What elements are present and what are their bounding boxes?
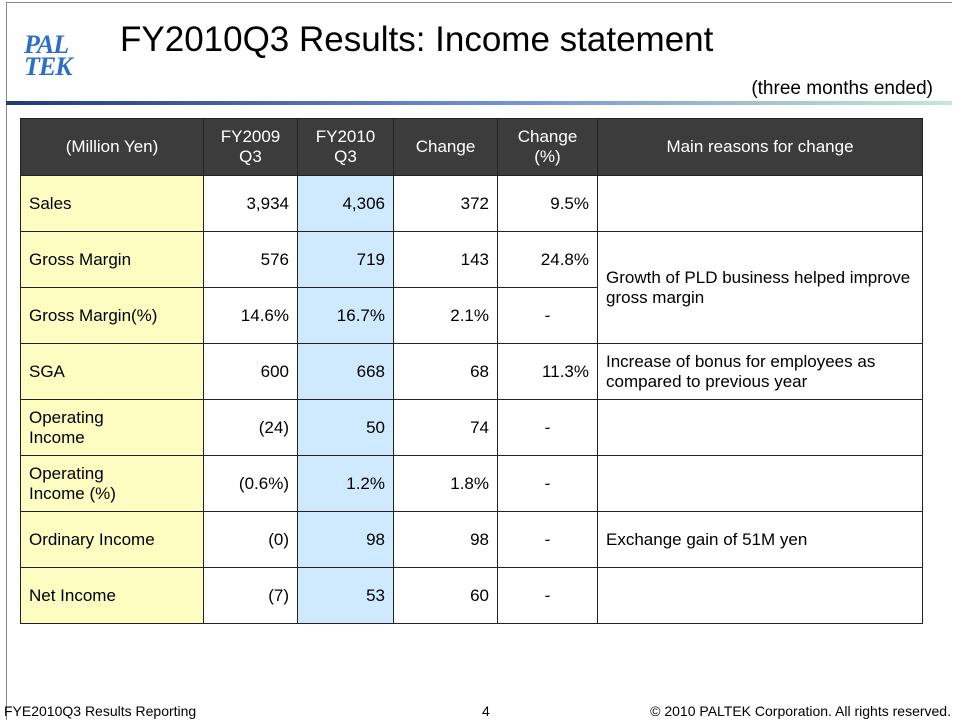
table-row: Operating Income (%) (0.6%) 1.2% 1.8% - (20, 455, 923, 512)
reason (597, 567, 923, 624)
cell: 1.2% (297, 455, 394, 512)
table-row: Gross Margin 576 719 143 24.8% Growth of PLD … (20, 231, 923, 344)
reason: Exchange gain of 51M yen (597, 511, 923, 568)
cell: - (497, 567, 598, 624)
footer-right: © 2010 PALTEK Corporation. All rights re… (650, 703, 951, 719)
cell: 60 (393, 567, 498, 624)
cell: 14.6% (203, 287, 298, 344)
column-header: Main reasons for change (597, 118, 923, 176)
title: FY2010Q3 Results: Income statement (120, 20, 714, 59)
cell: 24.8% (497, 231, 598, 288)
column-header: (Million Yen) (20, 118, 204, 176)
cell: 1.8% (393, 455, 498, 512)
cell: - (497, 455, 598, 512)
page-number: 4 (482, 703, 490, 719)
reason (597, 455, 923, 512)
logo: PAL TEK (24, 30, 73, 81)
title-rule (6, 101, 952, 105)
reason: Growth of PLD business helped improve gr… (597, 231, 923, 344)
cell: 9.5% (497, 175, 598, 232)
table-row: Net Income (7) 53 60- (20, 567, 923, 624)
column-header: FY2009 Q3 (203, 118, 298, 176)
cell: 68 (393, 343, 498, 400)
reason (597, 399, 923, 456)
column-header: Change (393, 118, 498, 176)
table-row: Gross Margin(%) 14.6% 16.7% 2.1% - (20, 287, 923, 344)
cell: - (497, 287, 598, 344)
reason (597, 175, 923, 232)
cell: 98 (393, 511, 498, 568)
row-label: Net Income (20, 567, 204, 624)
cell: (0.6%) (203, 455, 298, 512)
row-label: Ordinary Income (20, 511, 204, 568)
cell: 74 (393, 399, 498, 456)
cell: (24) (203, 399, 298, 456)
cell: 98 (297, 511, 394, 568)
row-label: Sales (20, 175, 204, 232)
cell: 143 (393, 231, 498, 288)
cell: 53 (297, 567, 394, 624)
cell: 16.7% (297, 287, 394, 344)
row-label: Operating Income (20, 399, 204, 456)
cell: 668 (297, 343, 394, 400)
column-header: Change (%) (497, 118, 598, 176)
row-label: SGA (20, 343, 204, 400)
row-label: Gross Margin (20, 231, 204, 288)
footer-left: FYE2010Q3 Results Reporting (4, 703, 197, 719)
row-label: Gross Margin(%) (20, 287, 204, 344)
row-label: Operating Income (%) (20, 455, 204, 512)
table-row: Sales 3,934 4,306 372 9.5% (20, 175, 923, 232)
cell: - (497, 399, 598, 456)
cell: 576 (203, 231, 298, 288)
table-row: SGA 600 668 68 11.3% Increase of bonus for em… (20, 343, 923, 400)
table-row: Ordinary Income (0) 98 98- Exchange gain of … (20, 511, 923, 568)
cell: (7) (203, 567, 298, 624)
header-row: (Million Yen) FY2009 Q3 FY2010 Q3 Change Cha… (20, 118, 923, 176)
cell: 719 (297, 231, 394, 288)
cell: 600 (203, 343, 298, 400)
cell: 3,934 (203, 175, 298, 232)
cell: (0) (203, 511, 298, 568)
cell: - (497, 511, 598, 568)
cell: 4,306 (297, 175, 394, 232)
subtitle: (three months ended) (751, 78, 933, 99)
frame (6, 2, 952, 720)
table-row: Operating Income (24) 50 74- (20, 399, 923, 456)
income-table: (Million Yen) FY2009 Q3 FY2010 Q3 Change Cha… (20, 118, 923, 624)
reason: Increase of bonus for employees as compa… (597, 343, 923, 400)
cell: 50 (297, 399, 394, 456)
cell: 2.1% (393, 287, 498, 344)
column-header: FY2010 Q3 (297, 118, 394, 176)
cell: 11.3% (497, 343, 598, 400)
cell: 372 (393, 175, 498, 232)
